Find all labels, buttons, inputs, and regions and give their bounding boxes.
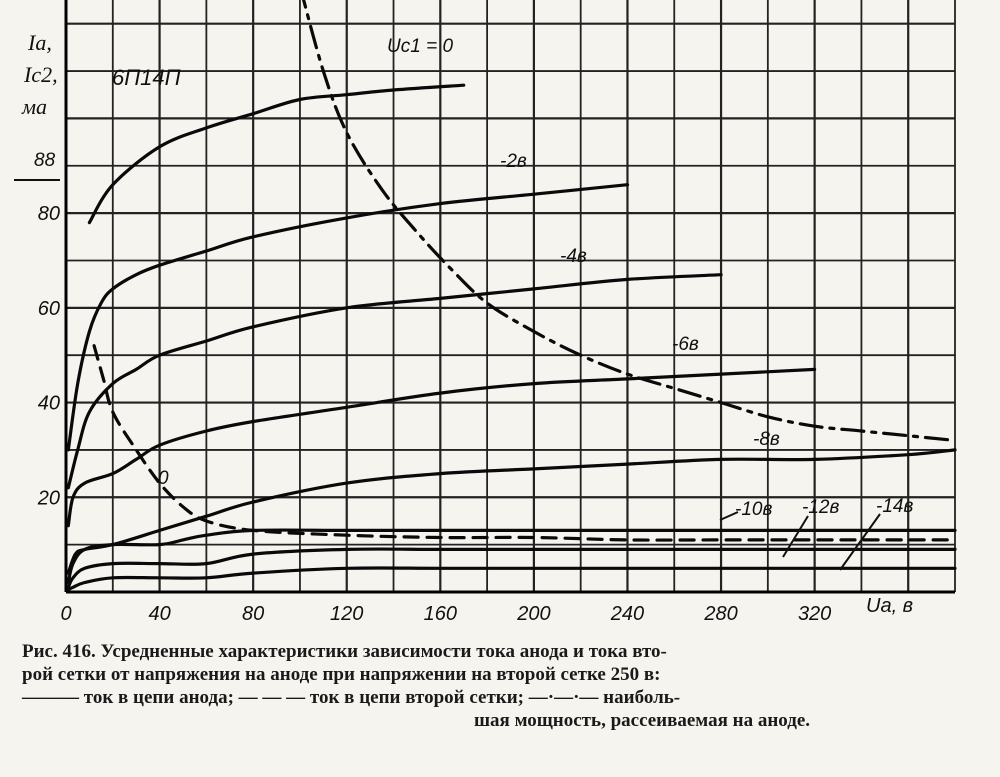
caption-line-2: рой сетки от напряжения на аноде при нап… [22, 664, 661, 685]
series-line-Uc1-0-0 [87, 83, 466, 225]
y-axis-label-line3: ма [21, 94, 47, 119]
x-tick-label: 80 [242, 603, 264, 625]
series-line--14в-7 [66, 566, 957, 592]
label-minus-2v: -2в [500, 151, 527, 172]
label-minus-4v: -4в [560, 246, 587, 267]
series-line-dashdot-9 [302, 0, 957, 442]
label-uc1-0: Uc1 = 0 [387, 36, 453, 57]
label-minus-6v: -6в [672, 334, 699, 355]
y-tick-label: 60 [38, 298, 60, 320]
figure-caption: Рис. 416. Усредненные характеристики зав… [22, 640, 962, 732]
chart-figure: 0 40 80 120 160 200 240 280 320 20 40 60 80 6П14П Ia… [14, 0, 957, 625]
label-dashed-0: 0 [158, 468, 169, 489]
y-tick-label: 80 [38, 203, 60, 225]
caption-line-3: ——— ток в цепи анода; — — — ток в цепи в… [22, 687, 681, 708]
y-axis-label-line2: Ic2, [23, 62, 58, 87]
y-tick-label: 40 [38, 393, 60, 415]
x-tick-label: 160 [424, 603, 457, 625]
x-tick-label: 320 [798, 603, 831, 625]
y-axis-label-line1: Ia, [27, 30, 52, 55]
series-line--4в-2 [66, 273, 723, 490]
caption-line-4: шая мощность, рассеиваемая на аноде. [474, 710, 811, 731]
chart-series [66, 0, 957, 592]
label-minus-14v: -14в [876, 496, 913, 517]
series-line-0-8 [92, 344, 957, 542]
x-axis-label: Ua, в [866, 595, 913, 617]
x-tick-label: 0 [60, 603, 71, 625]
x-tick-label: 280 [703, 603, 737, 625]
label-88: 88 [34, 150, 56, 171]
leader-minus-10v [719, 511, 739, 521]
chart-tick-labels: 0 40 80 120 160 200 240 280 320 20 40 60 80 [37, 203, 832, 625]
series-line--12в-6 [66, 547, 957, 589]
y-tick-label: 20 [37, 487, 60, 509]
chart-title: 6П14П [112, 65, 181, 90]
label-minus-8v: -8в [753, 429, 780, 450]
series-line--2в-1 [66, 183, 630, 452]
series-line--6в-3 [66, 367, 817, 528]
series-line--10в-5 [66, 528, 957, 585]
leader-minus-14v [839, 513, 881, 571]
label-minus-10v: -10в [735, 499, 772, 520]
x-tick-label: 200 [516, 603, 550, 625]
label-minus-12v: -12в [802, 497, 839, 518]
x-tick-label: 240 [610, 603, 644, 625]
leader-minus-12v [782, 515, 809, 558]
caption-line-1: Рис. 416. Усредненные характеристики зав… [22, 641, 667, 662]
chart-axes [64, 0, 955, 594]
x-tick-label: 120 [330, 603, 363, 625]
x-tick-label: 40 [148, 603, 170, 625]
